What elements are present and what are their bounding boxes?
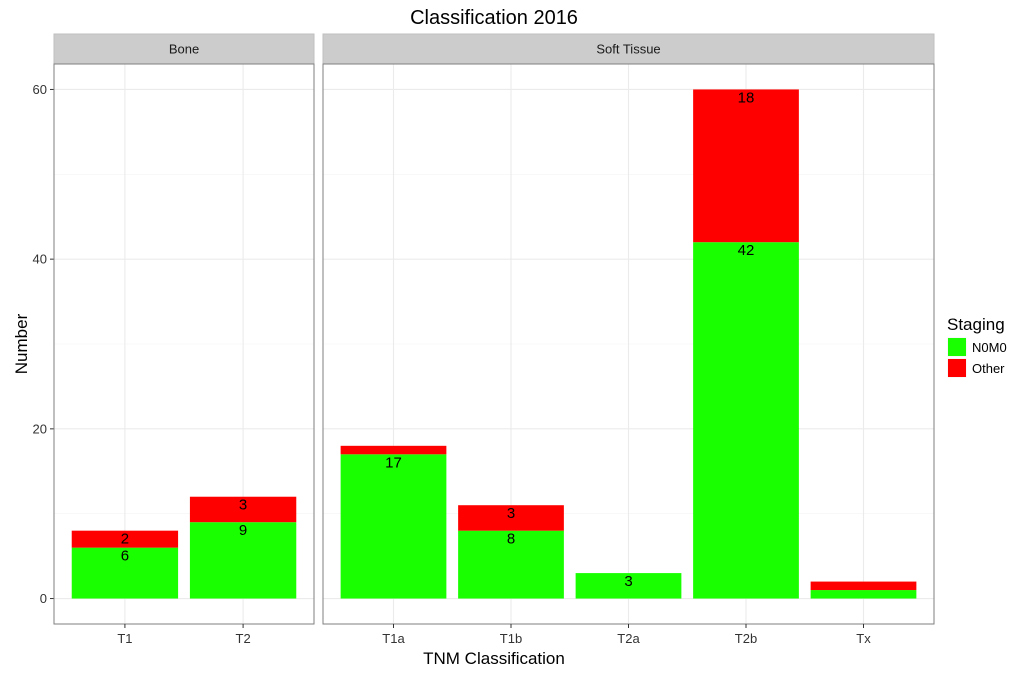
- bar-other-t1: [71, 530, 179, 548]
- bar-n0m0-tx: [810, 590, 917, 599]
- bar-n0m0-t1b: [458, 530, 564, 599]
- x-tick-label: T2b: [735, 631, 757, 646]
- y-tick-label: 60: [33, 82, 47, 97]
- facet-strip-label: Soft Tissue: [596, 42, 660, 57]
- y-axis-title: Number: [12, 313, 31, 374]
- bar-value-label: 8: [507, 531, 515, 548]
- bar-value-label: 3: [624, 573, 632, 590]
- y-tick-label: 40: [33, 252, 47, 267]
- bar-n0m0-t2: [189, 522, 297, 599]
- chart-title: Classification 2016: [410, 7, 578, 29]
- x-tick-label: T2a: [617, 631, 640, 646]
- x-tick-label: T2: [236, 631, 251, 646]
- x-axis-title: TNM Classification: [423, 649, 565, 668]
- legend-swatch-other: [948, 359, 966, 377]
- x-tick-label: T1b: [500, 631, 522, 646]
- facet-strip: [53, 33, 315, 65]
- bar-other-t2: [189, 496, 297, 523]
- legend-swatch-n0m0: [948, 338, 966, 356]
- x-tick-label: T1a: [382, 631, 405, 646]
- bar-value-label: 9: [239, 522, 247, 539]
- y-tick-label: 20: [33, 421, 47, 436]
- facet-strip-label: Bone: [169, 42, 199, 57]
- bar-other-tx: [810, 581, 917, 591]
- bar-value-label: 42: [738, 242, 755, 259]
- facets: 0 20 40 60 Bone 62 9 3 T1 T2 Soft Tissue 17 8 3 3 42 18 T…: [33, 33, 935, 646]
- facet-strip: [322, 33, 935, 65]
- bar-value-label: 3: [507, 505, 515, 522]
- x-tick-label: Tx: [856, 631, 871, 646]
- legend: Staging N0M0 Other: [946, 315, 1007, 379]
- bar-value-label: 6: [121, 548, 129, 565]
- bar-n0m0-t1a: [340, 454, 447, 599]
- legend-label-n0m0: N0M0: [972, 340, 1007, 355]
- panel-border: [53, 63, 315, 625]
- bar-value-label: 17: [385, 454, 402, 471]
- bar-value-label: 3: [239, 497, 247, 514]
- x-tick-label: T1: [117, 631, 132, 646]
- bar-n0m0-t2b: [693, 242, 799, 599]
- bar-value-label: 18: [738, 89, 755, 106]
- legend-title: Staging: [947, 315, 1005, 334]
- y-tick-label: 0: [40, 591, 47, 606]
- bar-other-t2b: [693, 89, 799, 243]
- bar-other-t1a: [340, 445, 447, 455]
- bar-n0m0-t2a: [575, 573, 682, 599]
- legend-label-other: Other: [972, 361, 1005, 376]
- bar-value-label: 2: [121, 531, 129, 548]
- facet-panel-soft-tissue: Soft Tissue 17 8 3 3 42 18 T1a T1b T2a T2b Tx: [322, 33, 935, 646]
- bar-other-t1b: [458, 505, 564, 531]
- facet-panel-bone: Bone 62 9 3 T1 T2: [53, 33, 315, 646]
- bar-n0m0-t1: [71, 547, 179, 599]
